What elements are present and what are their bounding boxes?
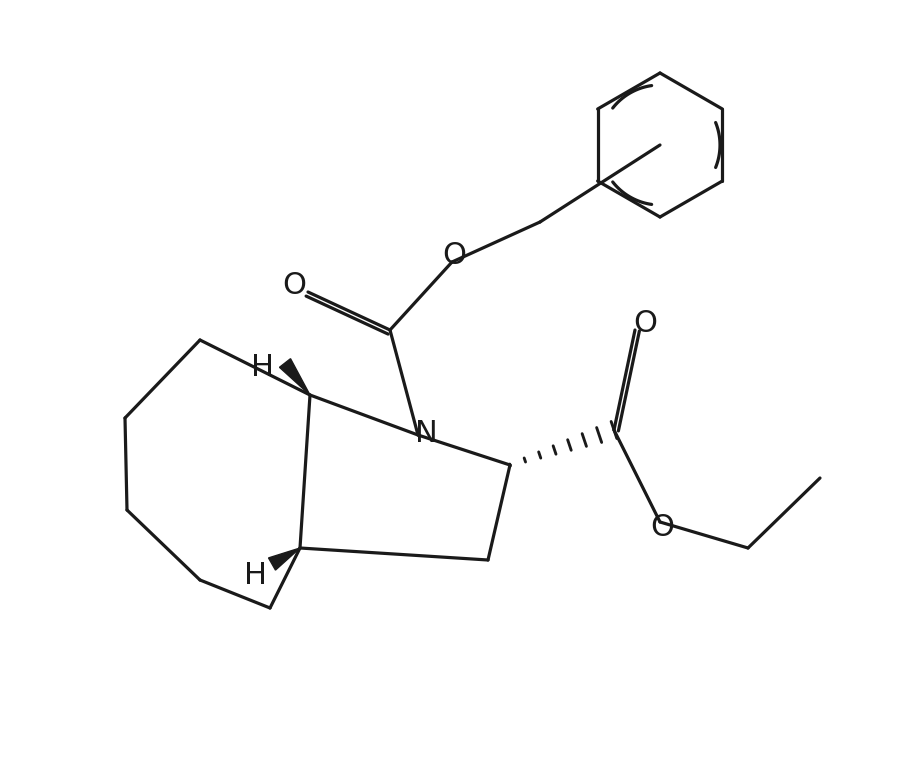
Text: O: O — [633, 310, 657, 338]
Polygon shape — [279, 359, 310, 395]
Text: H: H — [251, 354, 274, 382]
Polygon shape — [268, 548, 300, 570]
Text: O: O — [442, 242, 466, 270]
Text: O: O — [650, 513, 674, 543]
Text: H: H — [243, 560, 266, 590]
Text: O: O — [282, 272, 306, 300]
Text: N: N — [415, 418, 437, 448]
